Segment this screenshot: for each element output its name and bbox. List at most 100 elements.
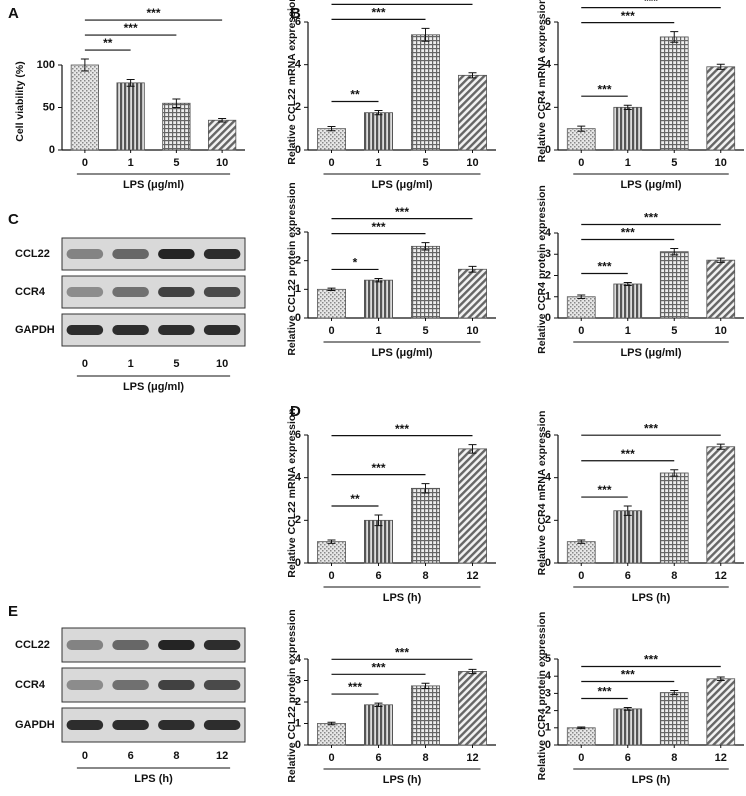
significance-label: *** [644, 0, 658, 8]
blot-band [203, 640, 241, 650]
lane-label: 12 [216, 750, 228, 762]
y-tick-label: 1 [295, 717, 301, 729]
significance-label: *** [644, 421, 658, 435]
blot-band [112, 680, 149, 690]
error-bar [374, 110, 383, 116]
error-bar [421, 242, 430, 251]
significance-label: *** [146, 6, 160, 20]
significance-label: *** [644, 211, 658, 225]
y-tick-label: 50 [43, 101, 55, 113]
blot-band [158, 680, 195, 690]
x-tick-label: 8 [671, 752, 677, 764]
x-axis-label: LPS (μg/ml) [620, 347, 681, 359]
significance-label: *** [597, 260, 611, 274]
significance-label: *** [395, 645, 409, 659]
blot-band [158, 640, 195, 650]
blot-band [203, 287, 241, 297]
x-tick-label: 1 [625, 157, 631, 169]
y-tick-label: 2 [545, 705, 551, 717]
y-tick-label: 3 [545, 687, 551, 699]
blot-band [66, 249, 104, 259]
x-tick-label: 5 [671, 325, 677, 337]
bar [162, 102, 191, 151]
error-bar [716, 257, 725, 263]
bar [207, 119, 237, 151]
y-axis-label: Relative CCR4 protein expression [536, 612, 548, 781]
blot-band [203, 720, 241, 730]
significance-label: * [353, 256, 358, 270]
significance-label: *** [597, 685, 611, 699]
bar [613, 510, 643, 564]
x-axis-label: LPS (h) [632, 774, 671, 786]
x-tick-label: 12 [466, 570, 478, 582]
x-tick-label: 10 [216, 157, 228, 169]
x-tick-label: 8 [422, 752, 428, 764]
bar [613, 283, 643, 319]
y-tick-label: 1 [545, 722, 551, 734]
bar [659, 692, 689, 746]
significance-label: *** [395, 0, 409, 5]
y-tick-label: 0 [545, 312, 551, 324]
x-tick-label: 10 [715, 157, 727, 169]
error-bar [172, 98, 181, 108]
lane-label: 8 [173, 750, 179, 762]
bar [659, 251, 689, 319]
bar [316, 288, 346, 319]
y-tick-label: 0 [295, 739, 301, 751]
error-bar [327, 539, 336, 544]
error-bar [421, 682, 430, 689]
error-bar [327, 721, 336, 726]
y-tick-label: 3 [295, 226, 301, 238]
x-axis-label: LPS (μg/ml) [371, 179, 432, 191]
bar [566, 541, 596, 564]
error-bar [126, 78, 135, 87]
bar [363, 112, 393, 151]
blot-row-label: CCL22 [15, 248, 50, 260]
panel-label: A [8, 5, 19, 22]
significance-label: *** [644, 653, 658, 667]
error-bar [577, 294, 586, 299]
panel-label: E [8, 603, 18, 620]
error-bar [716, 443, 725, 450]
y-tick-label: 2 [545, 101, 551, 113]
bar [706, 446, 736, 564]
blot-strip [61, 667, 246, 703]
bar [457, 448, 487, 564]
bar [410, 34, 440, 151]
error-bar [374, 702, 383, 708]
x-tick-label: 0 [328, 157, 334, 169]
bar [457, 671, 487, 746]
y-tick-label: 0 [545, 557, 551, 569]
y-tick-label: 3 [295, 674, 301, 686]
error-bar [670, 248, 679, 256]
y-tick-label: 4 [295, 59, 302, 71]
blot-band [158, 249, 195, 259]
x-tick-label: 0 [328, 325, 334, 337]
error-bar [716, 63, 725, 70]
y-tick-label: 2 [295, 514, 301, 526]
x-tick-label: 6 [375, 570, 381, 582]
y-tick-label: 2 [295, 696, 301, 708]
bar [457, 268, 487, 319]
significance-label: *** [597, 483, 611, 497]
x-tick-label: 1 [625, 325, 631, 337]
bar [457, 74, 487, 151]
bar [70, 64, 100, 151]
error-bar [327, 126, 336, 132]
y-tick-label: 6 [295, 429, 301, 441]
bar [316, 128, 346, 151]
error-bar [623, 282, 632, 286]
x-tick-label: 12 [715, 752, 727, 764]
blot-band [112, 720, 149, 730]
error-bar [577, 726, 586, 730]
error-bar [468, 265, 477, 273]
blot-band [203, 249, 241, 259]
x-axis-label: LPS (h) [134, 773, 173, 785]
lane-label: 5 [173, 358, 179, 370]
y-axis-label: Relative CCL22 protein expression [286, 182, 298, 355]
bar [566, 128, 596, 151]
bar [316, 541, 346, 564]
x-tick-label: 5 [173, 157, 179, 169]
y-axis-label: Relative CCR4 protein expression [536, 185, 548, 354]
